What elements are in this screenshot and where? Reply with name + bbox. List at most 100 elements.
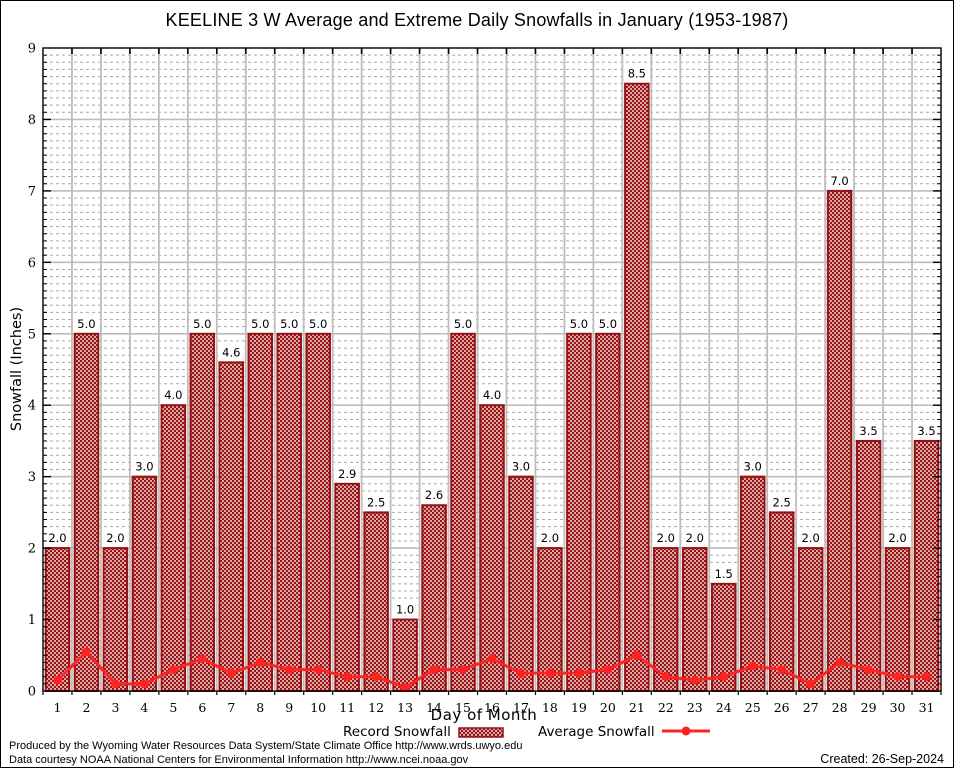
record-snowfall-bars xyxy=(44,82,940,693)
bar-label-day-14: 2.6 xyxy=(425,488,443,502)
bar-label-day-13: 1.0 xyxy=(396,603,414,617)
bar-day-9 xyxy=(276,332,302,692)
bar-label-backing xyxy=(247,316,274,330)
average-marker-day-23 xyxy=(690,675,700,685)
y-tick-label-2: 2 xyxy=(28,542,36,557)
bar-label-backing xyxy=(73,316,100,330)
bar-label-day-26: 2.5 xyxy=(773,495,791,509)
bar-label-day-8: 5.0 xyxy=(251,317,269,331)
y-tick-label-4: 4 xyxy=(28,399,36,414)
x-tick-label-4: 4 xyxy=(140,700,148,715)
bar-label-backing xyxy=(507,459,534,473)
bar-label-day-15: 5.0 xyxy=(454,317,472,331)
bar-day-15 xyxy=(450,332,476,692)
bar-day-25 xyxy=(739,475,766,692)
x-tick-label-31: 31 xyxy=(919,700,935,715)
x-axis-title: Day of Month xyxy=(430,706,538,724)
bar-day-4 xyxy=(131,475,158,692)
bar-label-day-29: 3.5 xyxy=(859,424,877,438)
average-marker-day-3 xyxy=(110,679,120,689)
bar-label-backing xyxy=(884,531,911,545)
bar-label-backing xyxy=(392,602,419,616)
legend-label-average-snowfall: Average Snowfall xyxy=(538,724,655,740)
x-tick-label-2: 2 xyxy=(82,700,90,715)
bar-label-backing xyxy=(710,566,737,580)
bar-label-day-3: 2.0 xyxy=(106,531,124,545)
x-tick-label-29: 29 xyxy=(861,700,877,715)
bar-label-day-19: 5.0 xyxy=(570,317,588,331)
bar-label-day-7: 4.6 xyxy=(222,345,240,359)
bar-label-backing xyxy=(826,173,853,187)
average-marker-day-28 xyxy=(835,657,845,667)
x-tick-label-8: 8 xyxy=(256,700,264,715)
x-tick-label-20: 20 xyxy=(600,700,616,715)
x-tick-label-21: 21 xyxy=(629,700,645,715)
bar-day-21 xyxy=(624,82,650,692)
bar-day-27 xyxy=(797,547,824,692)
bar-day-30 xyxy=(884,547,911,692)
bar-day-14 xyxy=(421,504,447,692)
x-tick-label-26: 26 xyxy=(774,700,790,715)
average-marker-day-16 xyxy=(487,654,497,664)
x-tick-label-30: 30 xyxy=(890,700,906,715)
bar-day-19 xyxy=(566,332,592,692)
bar-label-backing xyxy=(363,495,390,509)
average-marker-day-11 xyxy=(342,672,352,682)
average-marker-day-25 xyxy=(748,661,758,671)
bar-label-backing xyxy=(450,316,477,330)
bar-label-backing xyxy=(421,488,448,502)
bar-label-day-5: 4.0 xyxy=(164,388,182,402)
bar-label-day-17: 3.0 xyxy=(512,460,530,474)
x-tick-label-7: 7 xyxy=(227,700,235,715)
bar-day-28 xyxy=(826,189,853,692)
bar-label-backing xyxy=(479,388,505,402)
bar-label-day-18: 2.0 xyxy=(541,531,559,545)
bar-label-backing xyxy=(768,495,795,509)
average-marker-day-14 xyxy=(429,665,439,675)
y-tick-label-9: 9 xyxy=(28,42,36,57)
bar-label-day-6: 5.0 xyxy=(193,317,211,331)
bar-day-20 xyxy=(595,332,621,692)
bar-label-day-28: 7.0 xyxy=(830,174,848,188)
bar-label-backing xyxy=(797,531,824,545)
average-marker-day-17 xyxy=(516,668,526,678)
x-tick-label-19: 19 xyxy=(571,700,587,715)
bar-label-backing xyxy=(305,316,332,330)
y-tick-label-0: 0 xyxy=(28,685,36,700)
x-tick-label-6: 6 xyxy=(198,700,206,715)
average-marker-day-31 xyxy=(922,672,932,682)
bar-label-day-10: 5.0 xyxy=(309,317,327,331)
x-tick-label-14: 14 xyxy=(426,700,442,715)
average-marker-day-20 xyxy=(603,665,613,675)
average-marker-day-8 xyxy=(255,657,265,667)
average-marker-day-19 xyxy=(574,668,584,678)
bar-label-backing xyxy=(276,316,303,330)
x-tick-label-3: 3 xyxy=(111,700,119,715)
footer-attribution-line2: Data courtesy NOAA National Centers for … xyxy=(9,754,469,766)
x-tick-label-27: 27 xyxy=(803,700,819,715)
y-tick-label-6: 6 xyxy=(28,256,36,271)
average-marker-day-13 xyxy=(400,682,410,692)
bar-label-day-23: 2.0 xyxy=(686,531,704,545)
x-tick-label-24: 24 xyxy=(716,700,732,715)
bar-label-day-2: 5.0 xyxy=(77,317,95,331)
footer-attribution-line1: Produced by the Wyoming Water Resources … xyxy=(9,740,523,752)
average-marker-day-30 xyxy=(893,672,903,682)
y-tick-labels: 0 1 2 3 4 5 6 7 8 9 xyxy=(28,42,36,700)
average-marker-day-5 xyxy=(168,665,178,675)
x-grid-major xyxy=(71,49,913,690)
bar-label-day-31: 3.5 xyxy=(917,424,935,438)
record-snowfall-swatch-icon xyxy=(458,727,504,738)
bar-label-backing xyxy=(334,466,361,480)
x-tick-label-22: 22 xyxy=(658,700,674,715)
average-marker-day-21 xyxy=(632,650,642,660)
x-tick-label-28: 28 xyxy=(832,700,848,715)
bar-label-day-9: 5.0 xyxy=(280,317,298,331)
y-tick-label-5: 5 xyxy=(28,327,36,342)
bar-day-5 xyxy=(160,404,187,692)
bar-label-backing xyxy=(160,388,187,402)
bar-label-day-21: 8.5 xyxy=(628,67,646,81)
average-marker-day-12 xyxy=(371,672,381,682)
average-marker-day-7 xyxy=(226,668,236,678)
average-marker-day-6 xyxy=(197,654,207,664)
